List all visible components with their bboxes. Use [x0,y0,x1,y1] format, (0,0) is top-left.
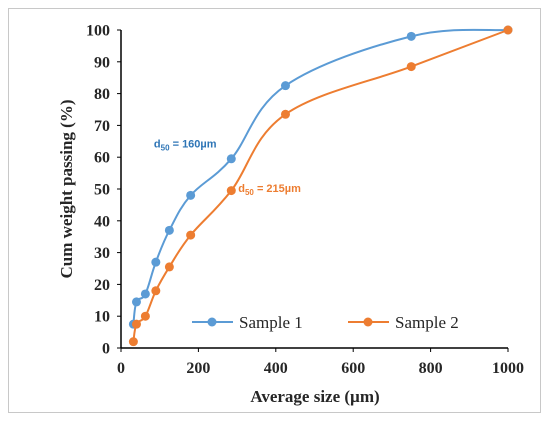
data-point-sample-1 [406,31,416,41]
data-point-sample-2 [164,262,174,272]
x-tick-label: 1000 [492,360,524,377]
data-point-sample-2 [186,230,196,240]
data-point-sample-2 [131,319,141,329]
y-tick-label: 90 [94,54,110,71]
legend-swatch-sample-1-marker [207,317,217,327]
y-tick-label: 100 [86,23,110,40]
legend-item-sample-1: Sample 1 [192,313,303,332]
y-tick-label: 50 [94,182,110,199]
series-sample-2 [128,25,513,347]
x-axis-title: Average size (µm) [250,387,379,406]
series-sample-1 [128,25,513,329]
legend-swatch-sample-2-marker [363,317,373,327]
annotations: d50 = 160µm d50 = 215µm [154,139,301,198]
data-point-sample-1 [226,154,236,164]
y-tick-label: 20 [94,277,110,294]
x-tick-label: 0 [117,360,125,377]
chart-frame [8,8,541,413]
series-line-sample-1 [132,28,509,325]
y-tick-label: 0 [102,341,110,358]
y-tick-label: 70 [94,118,110,135]
data-point-sample-2 [406,62,416,72]
data-point-sample-1 [280,81,290,91]
y-axis-title: Cum weight passing (%) [57,100,76,279]
data-point-sample-1 [140,289,150,299]
y-tick-label: 10 [94,309,110,326]
annotation-d50-1: d50 = 160µm [154,139,217,153]
annotation-d50-2: d50 = 215µm [238,183,301,197]
data-point-sample-2 [128,337,138,347]
data-point-sample-1 [164,225,174,235]
x-tick-label: 400 [264,360,288,377]
x-tick-labels: 0 200 400 600 800 1000 [117,360,524,377]
data-point-sample-1 [131,297,141,307]
legend-label-sample-1: Sample 1 [239,313,303,332]
legend: Sample 1 Sample 2 [192,313,459,332]
y-tick-label: 40 [94,213,110,230]
y-tick-label: 80 [94,86,110,103]
data-point-sample-2 [503,25,513,35]
y-tick-label: 60 [94,150,110,167]
x-tick-label: 200 [186,360,210,377]
data-point-sample-1 [186,190,196,200]
data-point-sample-2 [140,311,150,321]
data-point-sample-1 [151,257,161,267]
data-point-sample-2 [280,109,290,119]
legend-item-sample-2: Sample 2 [348,313,459,332]
x-tick-label: 800 [419,360,443,377]
data-point-sample-2 [226,186,236,196]
series-layer [128,25,513,347]
y-tick-labels: 0 10 20 30 40 50 60 70 80 90 100 [86,23,110,358]
axes [117,29,509,352]
legend-label-sample-2: Sample 2 [395,313,459,332]
series-line-sample-2 [132,29,509,342]
y-tick-label: 30 [94,245,110,262]
data-point-sample-2 [151,286,161,296]
x-tick-label: 600 [341,360,365,377]
